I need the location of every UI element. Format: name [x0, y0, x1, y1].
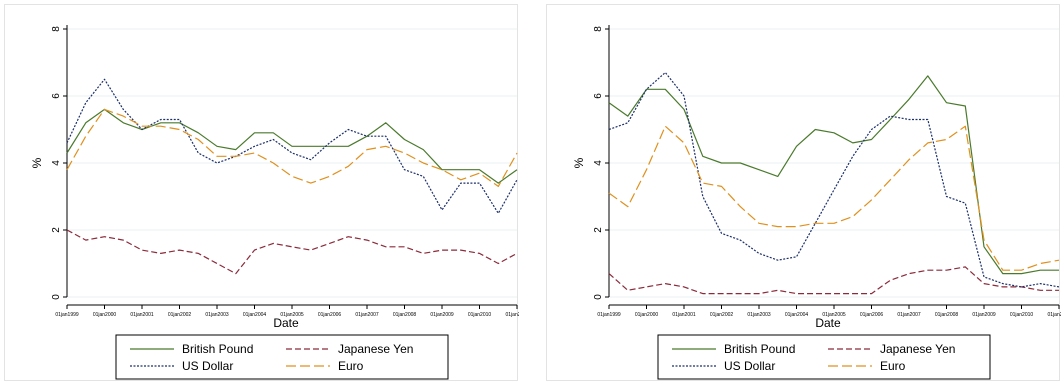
y-tick-label: 0	[593, 294, 604, 300]
legend-label: US Dollar	[724, 359, 775, 373]
x-tick-label: 01jan2005	[280, 312, 304, 318]
y-tick-label: 0	[51, 294, 62, 300]
x-tick-label: 01jan2011	[1048, 312, 1062, 318]
line-chart-left: 0 2 4 6 8% 01jan1999 01jan2000 01jan2001 01jan20…	[30, 25, 520, 380]
y-tick-label: 4	[51, 160, 62, 166]
legend-box	[657, 334, 991, 380]
x-tick-label: 01jan2007	[355, 312, 379, 318]
series-line-japanese-yen	[608, 266, 1059, 295]
series-line-us-dollar	[66, 78, 518, 214]
x-tick-label: 01jan2000	[635, 312, 659, 318]
series-line-euro	[66, 108, 518, 187]
x-tick-label: 01jan2003	[747, 312, 771, 318]
y-tick-label: 8	[51, 26, 62, 32]
x-axis-title: Date	[273, 316, 299, 330]
series-line-british-pound	[608, 75, 1059, 275]
x-tick-label: 01jan2008	[393, 312, 417, 318]
x-tick-label: 01jan1999	[597, 312, 621, 318]
x-tick-label: 01jan2001	[672, 312, 696, 318]
legend-label: British Pound	[182, 342, 253, 356]
line-chart-right: 0 2 4 6 8% 01jan1999 01jan2000 01jan2001 01jan20…	[572, 25, 1062, 380]
x-tick-label: 01jan2002	[168, 312, 192, 318]
x-tick-label: 01jan2007	[897, 312, 921, 318]
y-axis-title: %	[30, 157, 44, 168]
series-line-british-pound	[66, 108, 518, 184]
legend-label: British Pound	[724, 342, 795, 356]
x-tick-label: 01jan2010	[1010, 312, 1034, 318]
y-tick-label: 4	[593, 160, 604, 166]
series-line-euro	[608, 125, 1060, 271]
y-tick-label: 6	[593, 93, 604, 99]
x-tick-label: 01jan2002	[710, 312, 734, 318]
chart-panel-right: 0 2 4 6 8% 01jan1999 01jan2000 01jan2001 01jan20…	[546, 4, 1062, 381]
x-tick-label: 01jan2000	[93, 312, 117, 318]
chart-panel-left: 0 2 4 6 8% 01jan1999 01jan2000 01jan2001 01jan20…	[4, 4, 520, 381]
series-line-japanese-yen	[66, 229, 518, 275]
x-tick-label: 01jan2003	[205, 312, 229, 318]
x-tick-label: 01jan2006	[318, 312, 342, 318]
series-line-us-dollar	[608, 71, 1060, 288]
legend-label: Japanese Yen	[338, 342, 413, 356]
y-tick-label: 2	[593, 227, 604, 233]
x-tick-label: 01jan2005	[822, 312, 846, 318]
legend-label: Euro	[338, 359, 364, 373]
x-tick-label: 01jan2008	[935, 312, 959, 318]
x-axis-title: Date	[815, 316, 841, 330]
x-tick-label: 01jan2011	[506, 312, 520, 318]
x-tick-label: 01jan2006	[860, 312, 884, 318]
y-tick-label: 8	[593, 26, 604, 32]
x-tick-label: 01jan2010	[468, 312, 492, 318]
x-tick-label: 01jan2001	[130, 312, 154, 318]
legend-box	[115, 334, 449, 380]
y-tick-label: 6	[51, 93, 62, 99]
legend-label: Euro	[880, 359, 906, 373]
y-tick-label: 2	[51, 227, 62, 233]
legend-label: US Dollar	[182, 359, 233, 373]
legend-label: Japanese Yen	[880, 342, 955, 356]
x-tick-label: 01jan2004	[785, 312, 809, 318]
y-axis-title: %	[572, 157, 586, 168]
x-tick-label: 01jan1999	[55, 312, 79, 318]
x-tick-label: 01jan2009	[972, 312, 996, 318]
x-tick-label: 01jan2004	[243, 312, 267, 318]
x-tick-label: 01jan2009	[430, 312, 454, 318]
